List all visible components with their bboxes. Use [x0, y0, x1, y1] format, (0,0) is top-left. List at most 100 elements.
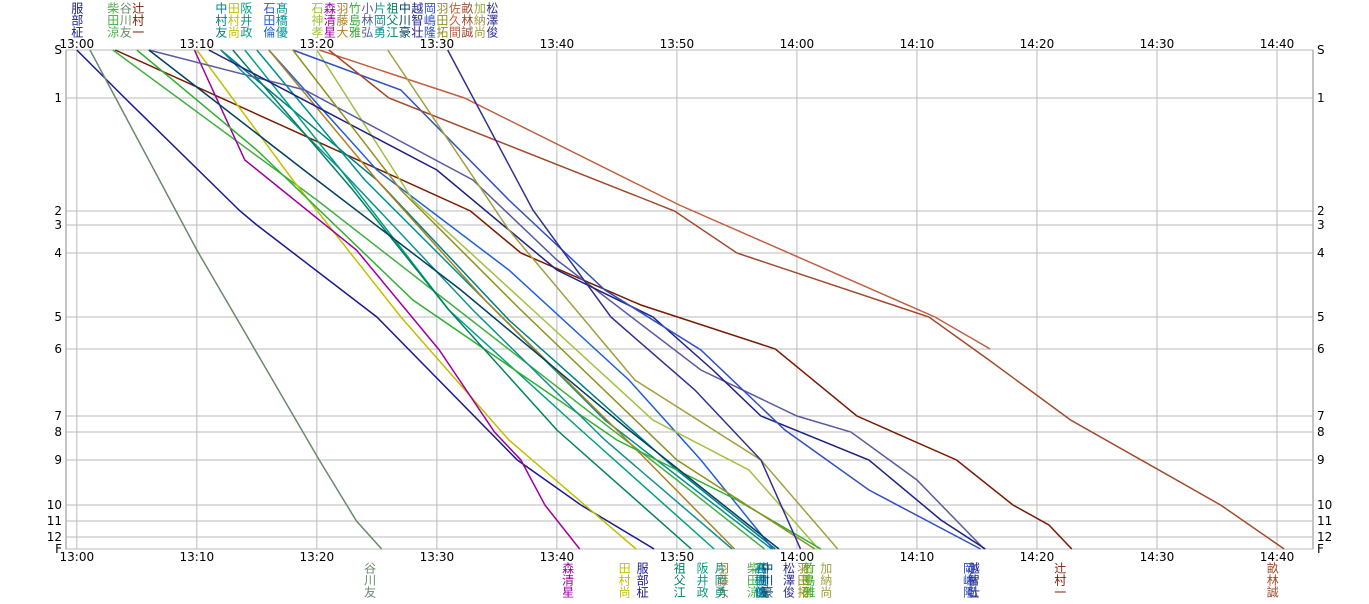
x-tick-label: 13:40 — [540, 550, 575, 564]
finish-label: 田村尚 — [617, 562, 631, 598]
finish-label: 阪井政 — [695, 562, 709, 599]
finish-label: 石田倫 — [754, 562, 768, 598]
runner-line — [387, 49, 839, 550]
legend-label: 小林弘 — [360, 2, 374, 38]
legend-label: 羽田拓 — [435, 2, 449, 38]
y-tick-label: 10 — [1317, 498, 1332, 512]
y-tick-label: 3 — [54, 218, 62, 232]
y-tick-label: S — [54, 43, 62, 57]
finish-label: 畝林誠 — [1265, 562, 1279, 599]
y-tick-label: 6 — [54, 342, 62, 356]
runner-line — [148, 49, 780, 550]
legend-label: 佐久間 — [447, 2, 461, 38]
runner-line — [319, 49, 991, 350]
runner-line — [328, 49, 1285, 550]
runner-line — [208, 49, 986, 550]
x-tick-label: 14:20 — [1020, 37, 1055, 51]
legend-label: 服部柾 — [70, 2, 84, 39]
finish-label: 谷川友 — [363, 562, 377, 598]
finish-label: 小林弘 — [965, 562, 979, 598]
y-tick-label: 9 — [54, 453, 62, 467]
runner-line — [193, 49, 581, 550]
finish-label: 羽藤大 — [716, 562, 730, 598]
runner-line — [76, 49, 655, 550]
finish-label: 石神孝 — [800, 562, 814, 598]
runner-line — [148, 49, 985, 550]
x-tick-label: 13:20 — [300, 37, 335, 51]
y-tick-label: 3 — [1317, 218, 1325, 232]
y-tick-label: 1 — [1317, 91, 1325, 105]
y-tick-label: 9 — [1317, 453, 1325, 467]
finish-label: 服部柾 — [635, 562, 649, 599]
y-tick-label: 7 — [54, 409, 62, 423]
y-tick-label: 2 — [54, 204, 62, 218]
x-tick-label: 14:40 — [1260, 550, 1295, 564]
legend-label: 加納尚 — [472, 2, 486, 38]
legend-label: 石田倫 — [262, 2, 276, 38]
runner-line — [112, 49, 765, 550]
x-tick-label: 14:20 — [1020, 550, 1055, 564]
y-tick-label: 7 — [1317, 409, 1325, 423]
y-tick-label: 11 — [47, 514, 62, 528]
y-tick-label: 2 — [1317, 204, 1325, 218]
runner-line — [268, 49, 736, 550]
legend-label: 竹島雅 — [347, 2, 361, 38]
x-tick-label: 14:30 — [1140, 37, 1175, 51]
y-tick-label: 12 — [47, 530, 62, 544]
x-tick-label: 13:30 — [420, 37, 455, 51]
legend-label: 祖父江 — [385, 1, 399, 38]
legend-label: 松澤俊 — [485, 2, 499, 38]
x-tick-label: 14:10 — [900, 550, 935, 564]
finish-label: 片岡勇 — [713, 562, 727, 598]
legend-label: 越智壮 — [410, 2, 424, 39]
legend-label: 谷川友 — [118, 2, 132, 38]
y-tick-label: 4 — [1317, 246, 1325, 260]
y-tick-label: 8 — [1317, 425, 1325, 439]
legend-label: 辻村一 — [131, 2, 145, 38]
finish-label: 竹島雅 — [802, 562, 816, 598]
legend-label: 石神孝 — [310, 2, 324, 38]
legend-label: 中川豪 — [397, 1, 411, 38]
x-tick-label: 13:50 — [660, 37, 695, 51]
y-tick-label: 11 — [1317, 514, 1332, 528]
finish-label: 松澤俊 — [782, 562, 796, 598]
y-tick-label: S — [1317, 43, 1325, 57]
y-tick-label: 12 — [1317, 530, 1332, 544]
legend-label: 阪井政 — [239, 2, 253, 39]
y-tick-label: 6 — [1317, 342, 1325, 356]
runner-line — [114, 49, 1073, 550]
y-tick-label: F — [55, 542, 62, 556]
x-tick-label: 13:30 — [420, 550, 455, 564]
finish-label: 加納尚 — [819, 562, 833, 598]
runner-line — [292, 49, 981, 550]
finish-label: 柴田涼 — [746, 562, 760, 598]
legend-label: 柴田涼 — [106, 2, 120, 38]
y-tick-label: 1 — [54, 91, 62, 105]
x-tick-label: 13:20 — [300, 550, 335, 564]
x-tick-label: 13:00 — [60, 37, 95, 51]
y-tick-label: F — [1317, 542, 1324, 556]
finish-label: 髙橋優 — [753, 561, 767, 599]
runner-line — [446, 49, 802, 550]
legend-label: 羽藤大 — [335, 2, 349, 38]
x-tick-label: 14:10 — [900, 37, 935, 51]
finish-label: 岡嶋隆 — [962, 562, 976, 599]
x-tick-label: 14:40 — [1260, 37, 1295, 51]
x-tick-label: 13:10 — [180, 37, 215, 51]
y-tick-label: 8 — [54, 425, 62, 439]
finish-label: 祖父江 — [672, 561, 686, 598]
legend-label: 田村尚 — [226, 2, 240, 38]
legend-label: 岡嶋隆 — [422, 2, 436, 39]
y-tick-label: 10 — [47, 498, 62, 512]
finish-label: 中川豪 — [760, 561, 774, 598]
legend-label: 畝林誠 — [460, 2, 474, 39]
legend-label: 片岡勇 — [372, 2, 386, 38]
runner-line — [220, 49, 776, 550]
x-tick-label: 13:10 — [180, 550, 215, 564]
finish-label: 越智壮 — [966, 562, 980, 599]
x-tick-label: 14:00 — [780, 37, 815, 51]
runner-line — [232, 49, 692, 550]
x-tick-label: 14:30 — [1140, 550, 1175, 564]
plot-frame — [65, 49, 1314, 550]
legend-label: 森清星 — [322, 1, 336, 38]
